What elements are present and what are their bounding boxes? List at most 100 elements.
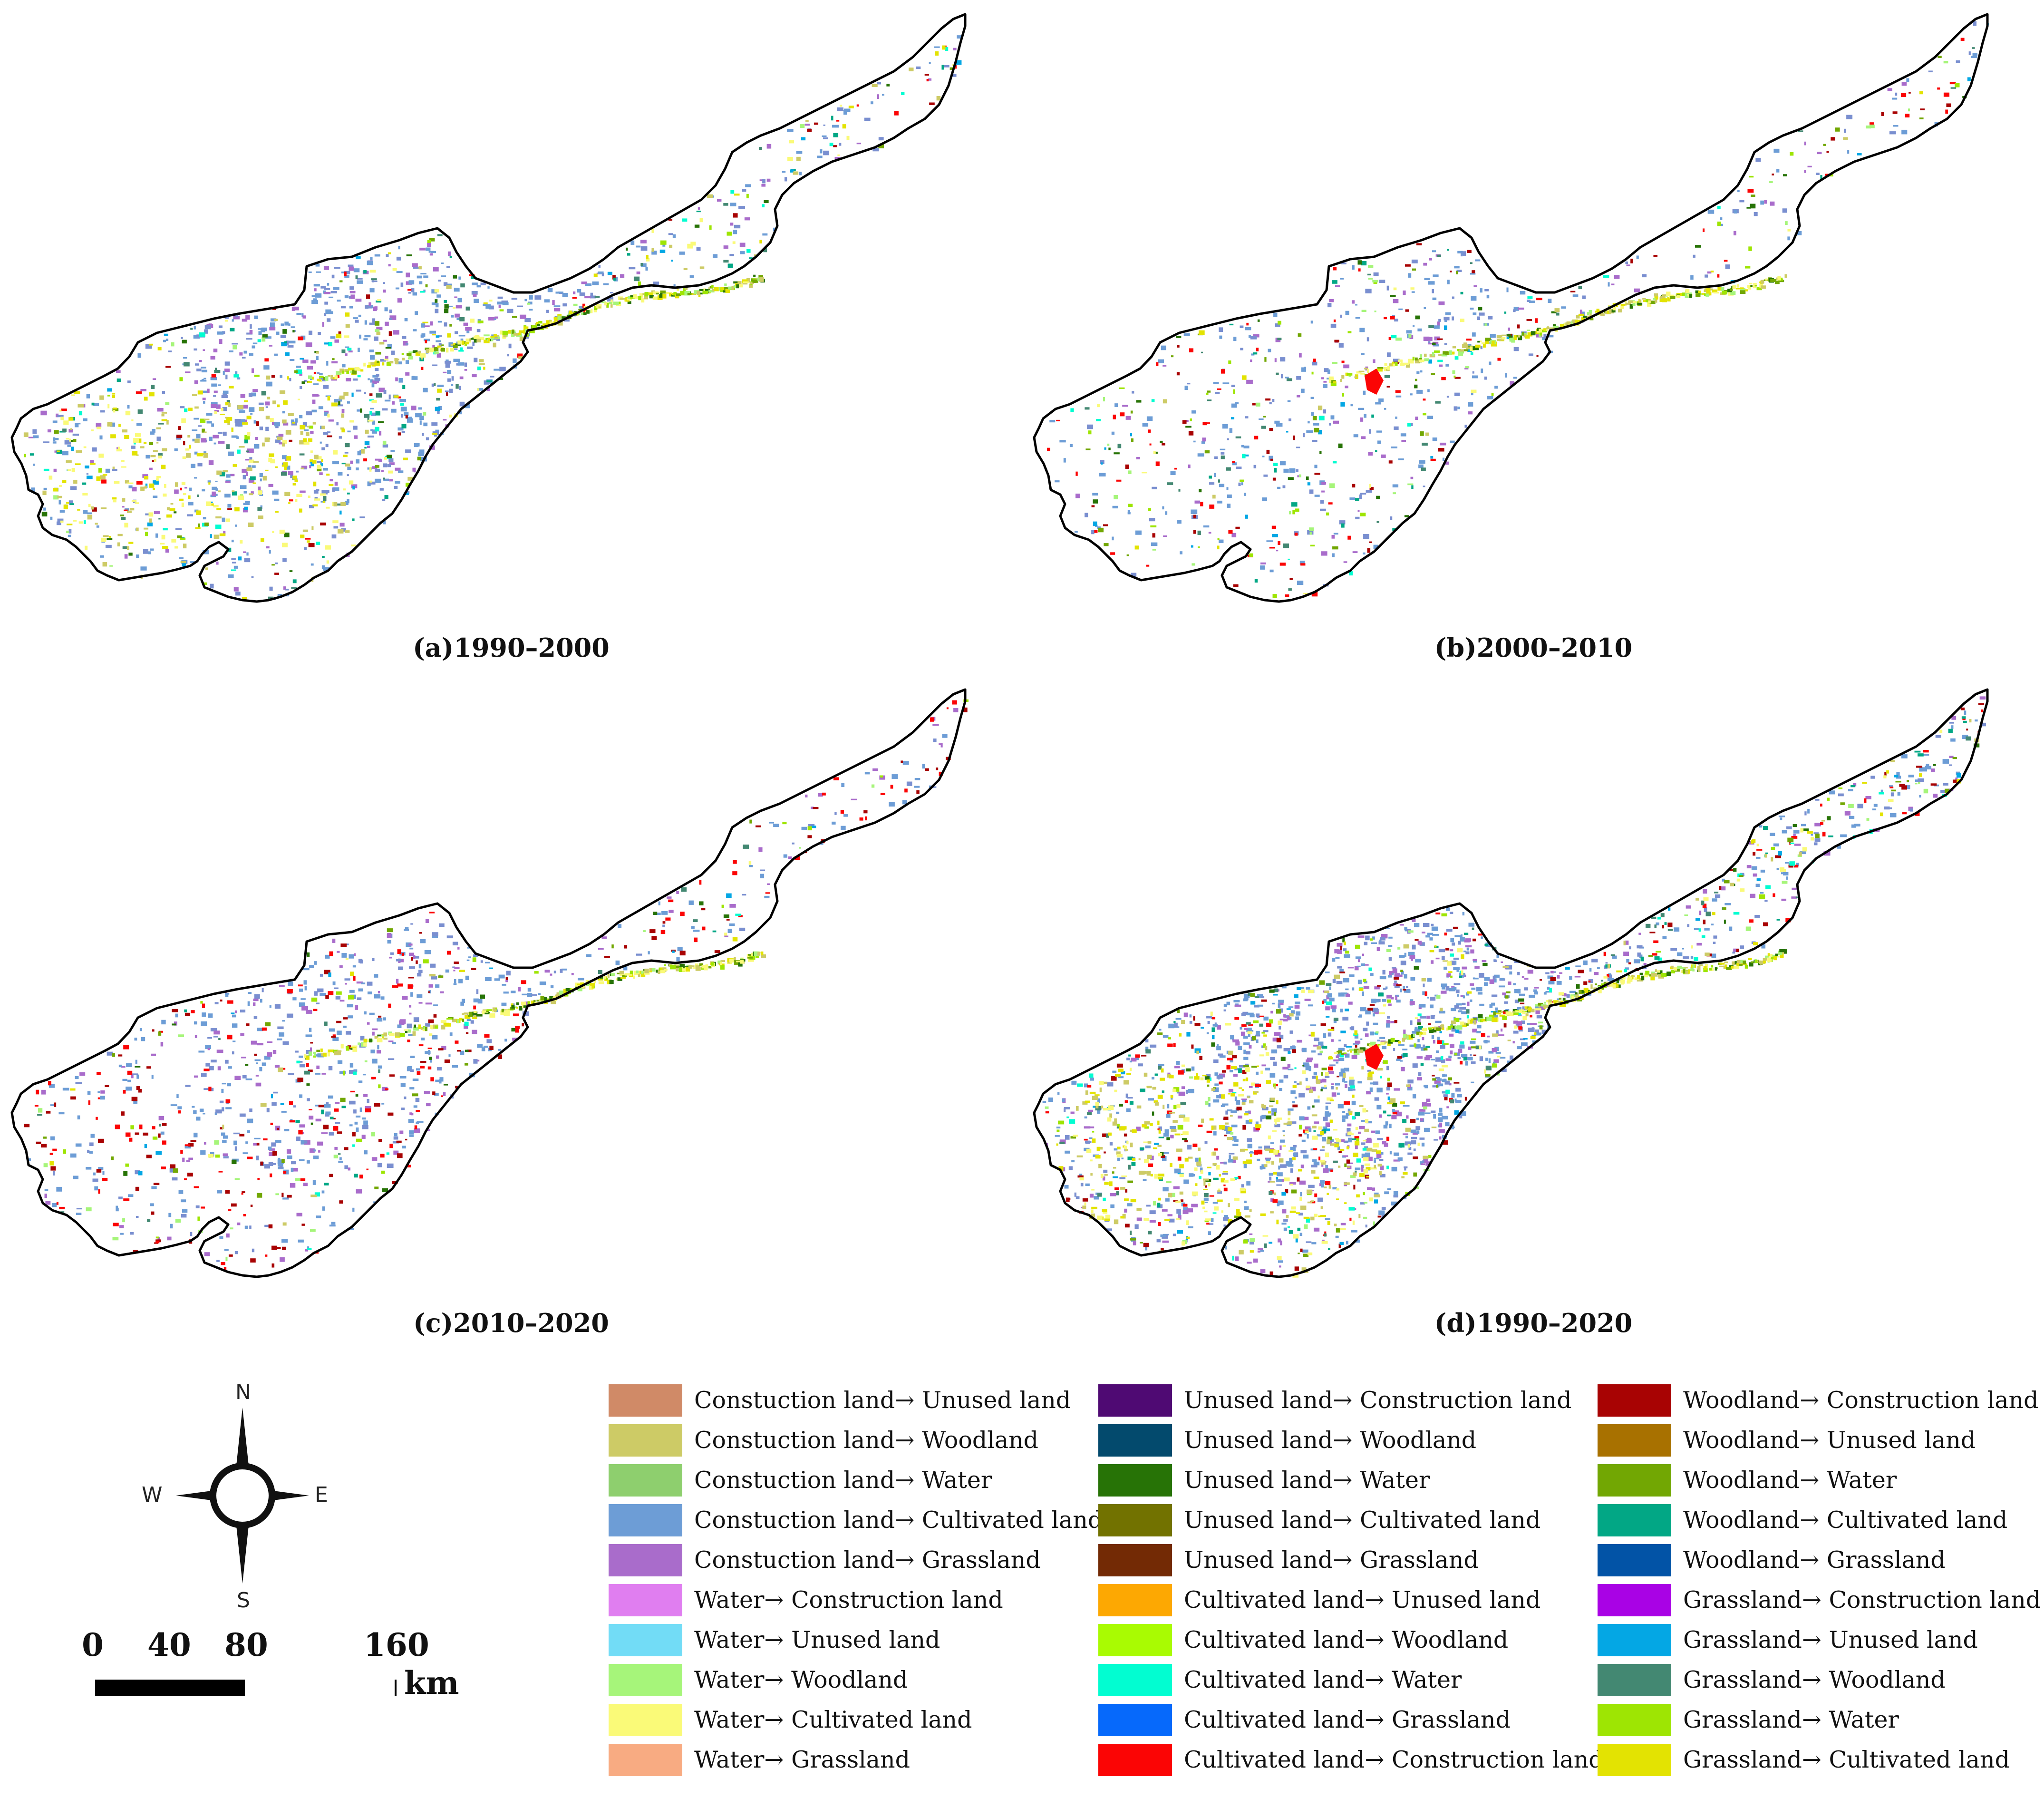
land-change-patch: [92, 1178, 98, 1182]
land-change-patch: [388, 458, 394, 463]
land-change-patch: [377, 1044, 379, 1050]
land-change-patch: [280, 335, 287, 338]
land-change-patch: [1373, 544, 1378, 549]
land-change-patch: [375, 468, 380, 472]
land-change-patch: [749, 819, 752, 824]
land-change-patch: [1433, 274, 1439, 277]
land-change-patch: [34, 1105, 39, 1107]
land-change-patch: [644, 292, 649, 297]
land-change-patch: [216, 1050, 223, 1053]
land-change-patch: [244, 438, 248, 444]
land-change-patch: [596, 304, 598, 307]
land-change-patch: [242, 1191, 245, 1193]
land-change-patch: [942, 734, 948, 738]
land-change-patch: [1114, 495, 1118, 499]
land-change-patch: [92, 507, 97, 512]
land-change-patch: [1721, 287, 1724, 291]
land-change-patch: [361, 449, 365, 454]
land-change-patch: [289, 1101, 293, 1105]
land-change-patch: [317, 988, 324, 992]
land-change-patch: [1127, 1203, 1133, 1206]
land-change-patch: [292, 330, 295, 333]
land-change-patch: [370, 355, 375, 360]
land-change-patch: [766, 178, 771, 182]
land-change-patch: [266, 381, 272, 387]
land-change-patch: [158, 518, 161, 520]
land-change-patch: [407, 1023, 412, 1029]
land-change-patch: [345, 501, 349, 505]
land-change-patch: [1292, 435, 1295, 440]
land-change-patch: [1472, 312, 1477, 315]
land-change-patch: [1500, 1057, 1506, 1059]
land-change-patch: [284, 532, 290, 537]
land-change-patch: [1600, 313, 1605, 316]
land-change-patch: [740, 251, 745, 254]
land-change-patch: [577, 988, 582, 991]
land-change-patch: [264, 1225, 270, 1227]
land-change-patch: [1425, 432, 1429, 436]
land-change-patch: [406, 272, 410, 278]
land-change-patch: [726, 919, 730, 921]
land-change-patch: [1242, 454, 1246, 458]
land-change-patch: [1340, 278, 1344, 280]
land-change-patch: [239, 410, 245, 413]
land-change-patch: [1104, 447, 1106, 450]
land-change-patch: [787, 129, 794, 132]
land-change-patch: [1666, 292, 1671, 296]
land-change-patch: [1146, 1205, 1151, 1207]
land-change-patch: [1219, 1055, 1226, 1058]
land-change-patch: [723, 260, 729, 263]
land-change-patch: [749, 283, 753, 288]
land-change-patch: [1215, 392, 1220, 394]
land-change-patch: [1229, 323, 1234, 326]
land-change-patch: [894, 111, 899, 116]
land-change-patch: [1765, 278, 1768, 281]
land-change-patch: [842, 124, 846, 129]
land-change-patch: [782, 171, 786, 173]
land-change-patch: [465, 306, 470, 311]
land-change-patch: [746, 194, 749, 199]
land-change-patch: [428, 1050, 430, 1055]
land-change-patch: [422, 321, 428, 323]
land-change-patch: [1182, 420, 1187, 424]
land-change-patch: [291, 419, 294, 423]
land-change-patch: [216, 404, 221, 409]
land-change-patch: [1707, 271, 1712, 274]
land-change-patch: [1707, 209, 1715, 214]
land-change-patch: [699, 880, 702, 885]
land-change-patch: [417, 994, 423, 998]
land-change-patch: [1283, 543, 1289, 548]
land-change-patch: [232, 464, 237, 467]
land-change-patch: [1124, 1208, 1127, 1213]
land-change-patch: [1449, 1083, 1452, 1086]
land-change-patch: [330, 336, 336, 339]
land-change-patch: [473, 998, 479, 1002]
land-change-patch: [332, 1118, 336, 1119]
land-change-patch: [1311, 412, 1314, 416]
land-change-patch: [882, 94, 884, 96]
land-change-patch: [349, 1100, 356, 1105]
land-change-patch: [334, 1108, 339, 1112]
land-change-patch: [1857, 153, 1862, 156]
land-change-patch: [1289, 1182, 1296, 1185]
land-change-patch: [886, 84, 890, 87]
land-change-patch: [405, 1138, 407, 1141]
land-change-patch: [1649, 301, 1656, 304]
land-change-patch: [1735, 288, 1742, 290]
land-change-patch: [328, 1066, 333, 1070]
land-change-patch: [521, 980, 526, 984]
land-change-patch: [272, 308, 276, 310]
land-change-patch: [1064, 1185, 1069, 1189]
land-change-patch: [1391, 446, 1398, 448]
land-change-patch: [1949, 82, 1956, 85]
land-change-patch: [1084, 1126, 1091, 1129]
land-change-patch: [1467, 250, 1472, 253]
land-change-patch: [428, 984, 433, 988]
land-change-patch: [1411, 958, 1414, 961]
land-change-patch: [1241, 482, 1243, 486]
land-change-patch: [435, 407, 440, 411]
land-change-patch: [1705, 274, 1708, 278]
land-change-patch: [934, 46, 940, 48]
land-change-patch: [409, 947, 414, 950]
land-change-patch: [1730, 291, 1736, 295]
